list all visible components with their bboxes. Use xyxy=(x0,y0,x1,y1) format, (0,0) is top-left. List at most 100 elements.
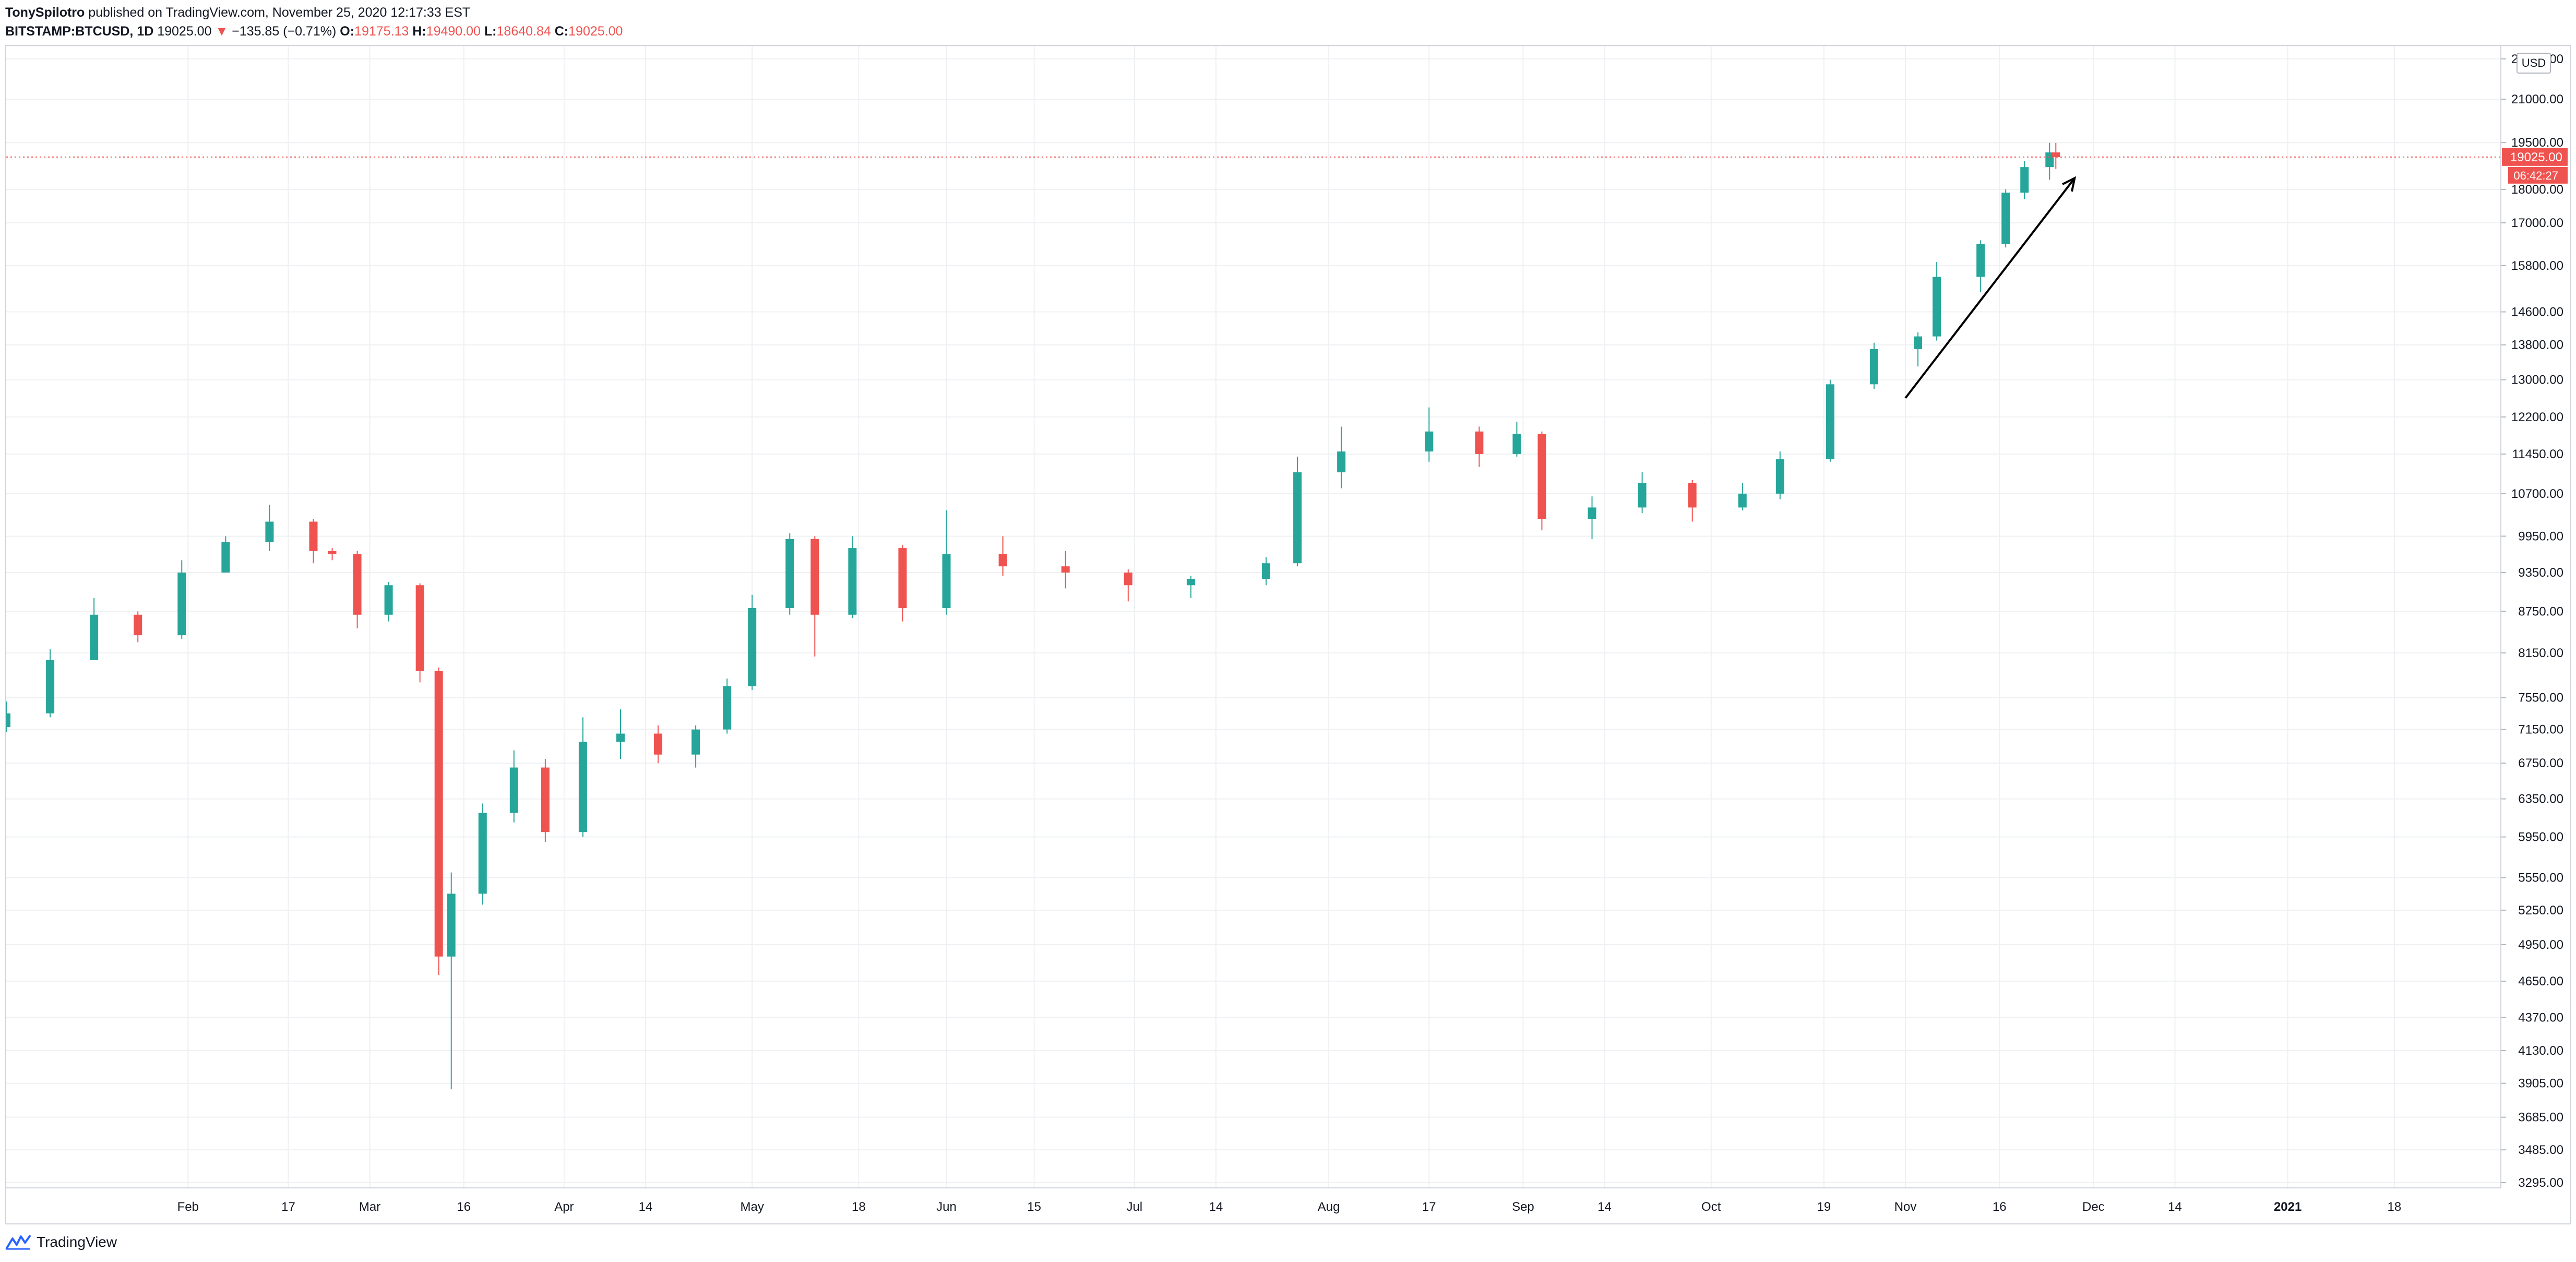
candle-body[interactable] xyxy=(810,539,819,615)
close-value: 19025.00 xyxy=(568,24,623,39)
y-tick-label: 4650.00 xyxy=(2518,974,2563,989)
last-price-tag-label: 19025.00 xyxy=(2510,150,2562,164)
y-tick-label: 17000.00 xyxy=(2511,216,2563,230)
candle-body[interactable] xyxy=(898,548,907,608)
candle-body[interactable] xyxy=(309,521,318,551)
x-tick-label: 17 xyxy=(1422,1200,1436,1214)
candle-body[interactable] xyxy=(2020,167,2029,193)
candle-body[interactable] xyxy=(748,608,757,686)
x-tick-label: 14 xyxy=(2168,1200,2182,1214)
candle-body[interactable] xyxy=(2052,152,2060,157)
chart-header: TonySpilotro published on TradingView.co… xyxy=(5,3,2571,45)
open-value: 19175.13 xyxy=(354,24,409,39)
candle-body[interactable] xyxy=(1869,349,1878,385)
candle-body[interactable] xyxy=(785,539,794,608)
candle-body[interactable] xyxy=(134,614,142,636)
candle-body[interactable] xyxy=(1775,459,1784,494)
y-tick-label: 3295.00 xyxy=(2518,1176,2563,1190)
candle-body[interactable] xyxy=(1124,573,1132,586)
candle-body[interactable] xyxy=(90,614,99,660)
tradingview-logo-icon[interactable] xyxy=(5,1233,31,1251)
candle-body[interactable] xyxy=(328,551,337,554)
candle-body[interactable] xyxy=(1914,336,1923,349)
candle-body[interactable] xyxy=(1262,563,1271,579)
candle-body[interactable] xyxy=(265,521,274,542)
candle-body[interactable] xyxy=(578,742,587,832)
candle-body[interactable] xyxy=(353,554,362,615)
candle-body[interactable] xyxy=(723,686,732,730)
author-name[interactable]: TonySpilotro xyxy=(5,5,85,20)
candlestick-chart[interactable]: 3295.00 3485.00 3685.00 3905.00 4130.00 4370.… xyxy=(6,46,2570,1223)
x-tick-label: 2021 xyxy=(2274,1200,2301,1214)
trend-arrow-line[interactable] xyxy=(1904,177,2076,399)
x-tick-label: Apr xyxy=(554,1200,574,1214)
x-tick-label: Sep xyxy=(1512,1200,1534,1214)
x-tick-label: 14 xyxy=(639,1200,653,1214)
countdown-tag xyxy=(2508,166,2568,184)
candle-body[interactable] xyxy=(1826,384,1834,459)
candle-body[interactable] xyxy=(478,813,487,894)
y-tick-label: 10700.00 xyxy=(2511,487,2563,501)
candle-body[interactable] xyxy=(2045,152,2054,168)
y-tick-label: 9350.00 xyxy=(2518,566,2563,580)
tradingview-logo-text[interactable]: TradingView xyxy=(37,1234,117,1250)
y-tick-label: 3685.00 xyxy=(2518,1111,2563,1125)
candle-body[interactable] xyxy=(6,713,10,728)
ohlc-line: BITSTAMP:BTCUSD, 1D 19025.00 ▼ −135.85 (… xyxy=(5,22,2571,41)
candle-body[interactable] xyxy=(415,585,424,671)
x-tick-label: Mar xyxy=(359,1200,380,1214)
candle-body[interactable] xyxy=(46,660,55,713)
candle-body[interactable] xyxy=(1293,472,1302,564)
y-tick-label: 6750.00 xyxy=(2518,756,2563,770)
candle-body[interactable] xyxy=(1425,431,1434,452)
candle-body[interactable] xyxy=(1186,579,1195,586)
candle-body[interactable] xyxy=(1061,566,1070,573)
candle-body[interactable] xyxy=(1512,434,1521,454)
candle-body[interactable] xyxy=(221,542,230,573)
candle-body[interactable] xyxy=(447,894,456,957)
candle-body[interactable] xyxy=(1537,434,1546,519)
candle-body[interactable] xyxy=(691,729,700,755)
candle-body[interactable] xyxy=(509,767,518,813)
price-change: −135.85 (−0.71%) xyxy=(232,24,337,39)
candle-body[interactable] xyxy=(848,548,857,615)
y-tick-label: 4950.00 xyxy=(2518,938,2563,952)
candle-body[interactable] xyxy=(177,573,186,636)
last-price: 19025.00 xyxy=(157,24,212,39)
x-tick-label: 16 xyxy=(1993,1200,2007,1214)
candle-body[interactable] xyxy=(998,554,1007,567)
x-tick-label: Dec xyxy=(2082,1200,2105,1214)
y-tick-label: 7150.00 xyxy=(2518,723,2563,737)
y-tick-label: 3905.00 xyxy=(2518,1077,2563,1091)
x-tick-label: 16 xyxy=(457,1200,471,1214)
open-label: O: xyxy=(340,24,355,39)
candle-body[interactable] xyxy=(384,585,393,615)
candle-body[interactable] xyxy=(1688,483,1697,508)
y-tick-label: 5550.00 xyxy=(2518,871,2563,885)
x-tick-label: 19 xyxy=(1817,1200,1831,1214)
candle-body[interactable] xyxy=(654,733,663,755)
currency-badge[interactable]: USD xyxy=(2517,53,2551,74)
candle-body[interactable] xyxy=(942,554,951,608)
candle-body[interactable] xyxy=(434,671,443,957)
x-tick-label: May xyxy=(741,1200,764,1214)
candle-body[interactable] xyxy=(2001,193,2010,244)
chart-frame: 3295.00 3485.00 3685.00 3905.00 4130.00 4370.… xyxy=(5,45,2571,1224)
y-tick-label: 5950.00 xyxy=(2518,830,2563,844)
trend-arrow-head xyxy=(2062,176,2077,192)
candle-body[interactable] xyxy=(541,767,550,832)
low-label: L: xyxy=(484,24,497,39)
candle-body[interactable] xyxy=(616,733,625,742)
candle-body[interactable] xyxy=(1976,244,1985,277)
symbol-label[interactable]: BITSTAMP:BTCUSD, 1D xyxy=(5,24,154,39)
candle-body[interactable] xyxy=(1337,451,1346,472)
candle-body[interactable] xyxy=(1475,431,1484,454)
published-text: published on TradingView.com, November 2… xyxy=(88,5,471,20)
candle-body[interactable] xyxy=(1588,507,1596,519)
y-tick-label: 13800.00 xyxy=(2511,338,2563,352)
candle-body[interactable] xyxy=(1738,493,1747,508)
candle-body[interactable] xyxy=(1638,483,1647,508)
x-tick-label: 18 xyxy=(2387,1200,2401,1214)
candle-body[interactable] xyxy=(1933,277,1941,337)
down-arrow-icon: ▼ xyxy=(215,24,229,39)
